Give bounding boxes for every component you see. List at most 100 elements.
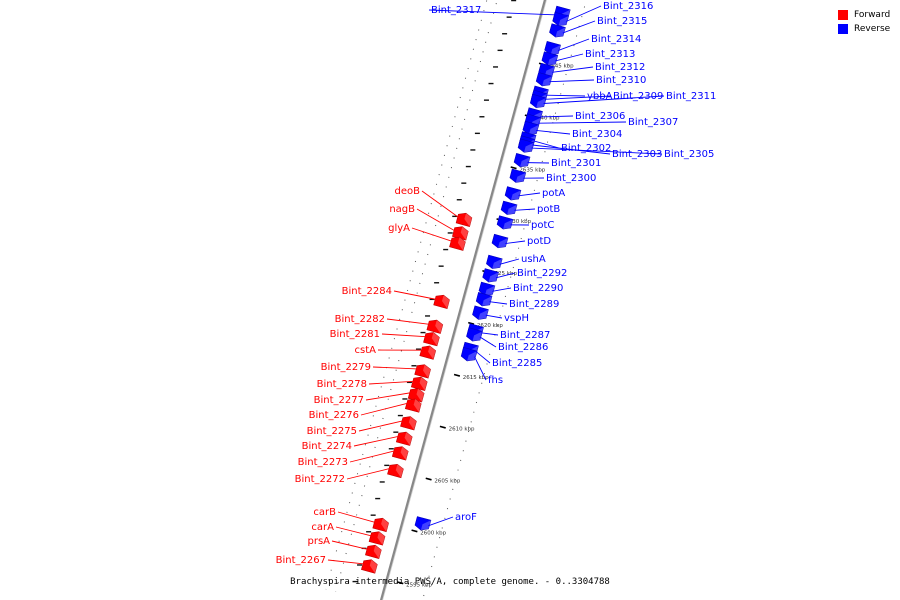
gene-label-Bint_2282[interactable]: Bint_2282 — [335, 314, 385, 325]
gene-feature-shade — [550, 45, 561, 55]
gene-feature-nagB[interactable] — [452, 226, 469, 241]
gene-label-Bint_2277[interactable]: Bint_2277 — [314, 395, 364, 406]
gene-feature-Bint_2277[interactable] — [407, 388, 425, 403]
gene-feature-Bint_2301[interactable] — [513, 153, 531, 168]
gene-label-fhs[interactable]: fhs — [488, 375, 503, 386]
gene-label-Bint_2276[interactable]: Bint_2276 — [309, 410, 359, 421]
gene-feature-cstA[interactable] — [419, 345, 437, 360]
label-leader — [531, 147, 663, 155]
backbone-highlight — [381, 0, 547, 600]
gene-label-deoB[interactable]: deoB — [395, 186, 421, 197]
gene-feature-Bint_2284[interactable] — [433, 294, 450, 309]
label-leader — [416, 208, 456, 232]
gene-label-ybbA[interactable]: ybbA — [587, 91, 613, 102]
gene-label-Bint_2273[interactable]: Bint_2273 — [298, 457, 348, 468]
gene-label-Bint_2307[interactable]: Bint_2307 — [628, 117, 678, 128]
gene-feature-Bint_2315[interactable] — [549, 23, 566, 38]
gene-label-ushA[interactable]: ushA — [521, 254, 546, 265]
gene-feature-potA[interactable] — [504, 186, 522, 201]
kbp-tick-label: 2615 kbp — [463, 375, 489, 381]
gene-feature-Bint_2278[interactable] — [410, 376, 428, 391]
gene-label-Bint_2316[interactable]: Bint_2316 — [603, 1, 653, 12]
gene-label-potA[interactable]: potA — [542, 188, 565, 199]
gene-label-cstA[interactable]: cstA — [355, 345, 377, 356]
gene-feature-Bint_2282[interactable] — [426, 319, 444, 334]
gene-feature-carB[interactable] — [372, 517, 389, 533]
gene-label-Bint_2300[interactable]: Bint_2300 — [546, 173, 596, 184]
gene-feature-Bint_2272[interactable] — [387, 463, 404, 479]
gene-feature-shade — [460, 226, 469, 241]
gene-label-Bint_2289[interactable]: Bint_2289 — [509, 299, 559, 310]
gene-label-Bint_2287[interactable]: Bint_2287 — [500, 330, 550, 341]
label-leader — [555, 53, 584, 62]
gene-feature-Bint_2275[interactable] — [400, 416, 417, 431]
gene-features — [361, 5, 571, 574]
gene-label-Bint_2281[interactable]: Bint_2281 — [330, 329, 380, 340]
gene-label-Bint_2314[interactable]: Bint_2314 — [591, 34, 641, 45]
gene-label-vspH[interactable]: vspH — [504, 313, 529, 324]
gene-label-carB[interactable]: carB — [313, 507, 336, 518]
gene-feature-carA[interactable] — [368, 531, 386, 546]
gene-feature-potD[interactable] — [491, 233, 509, 249]
gene-label-Bint_2278[interactable]: Bint_2278 — [317, 379, 367, 390]
gene-label-glyA[interactable]: glyA — [388, 223, 410, 234]
gene-feature-Bint_2267[interactable] — [361, 559, 378, 574]
gene-label-nagB[interactable]: nagB — [389, 204, 415, 215]
gene-label-Bint_2312[interactable]: Bint_2312 — [595, 62, 645, 73]
gene-label-Bint_2284[interactable]: Bint_2284 — [342, 286, 392, 297]
gene-label-Bint_2310[interactable]: Bint_2310 — [596, 75, 646, 86]
gene-feature-deoB[interactable] — [455, 212, 473, 227]
gene-label-Bint_2306[interactable]: Bint_2306 — [575, 111, 625, 122]
gene-feature-prsA[interactable] — [365, 544, 382, 559]
label-leaders — [327, 5, 665, 565]
gene-label-aroF[interactable]: aroF — [455, 512, 477, 523]
gene-label-Bint_2292[interactable]: Bint_2292 — [517, 268, 567, 279]
gene-label-Bint_2272[interactable]: Bint_2272 — [295, 474, 345, 485]
gene-feature-Bint_2289[interactable] — [475, 292, 493, 307]
gene-feature-shade — [503, 219, 513, 230]
gene-feature-Bint_2305[interactable] — [517, 138, 535, 153]
gene-feature-Bint_2279[interactable] — [414, 364, 431, 379]
gene-label-carA[interactable]: carA — [311, 522, 334, 533]
gene-feature-potC[interactable] — [496, 215, 514, 230]
gene-label-potC[interactable]: potC — [531, 220, 554, 231]
gene-feature-vspH[interactable] — [472, 305, 489, 320]
gene-label-Bint_2309[interactable]: Bint_2309 — [613, 91, 663, 102]
gene-label-potD[interactable]: potD — [527, 236, 551, 247]
gene-feature-shade — [423, 364, 431, 379]
gene-label-Bint_2317[interactable]: Bint_2317 — [431, 5, 481, 16]
gene-feature-glyA[interactable] — [449, 236, 466, 251]
gene-label-Bint_2285[interactable]: Bint_2285 — [492, 358, 542, 369]
gene-feature-Bint_2274[interactable] — [395, 431, 413, 446]
gene-label-Bint_2267[interactable]: Bint_2267 — [276, 555, 326, 566]
gene-feature-Bint_2273[interactable] — [391, 446, 409, 461]
gene-label-Bint_2303[interactable]: Bint_2303 — [612, 149, 662, 160]
gene-feature-Bint_2313[interactable] — [541, 51, 559, 66]
gene-label-prsA[interactable]: prsA — [307, 536, 330, 547]
gene-feature-potB[interactable] — [500, 200, 518, 215]
gene-feature-Bint_2281[interactable] — [423, 332, 440, 347]
gene-label-Bint_2286[interactable]: Bint_2286 — [498, 342, 548, 353]
gene-label-Bint_2290[interactable]: Bint_2290 — [513, 283, 563, 294]
gene-label-Bint_2275[interactable]: Bint_2275 — [307, 426, 357, 437]
gene-feature-shade — [416, 388, 425, 402]
gene-label-Bint_2311[interactable]: Bint_2311 — [666, 91, 716, 102]
gene-label-Bint_2313[interactable]: Bint_2313 — [585, 49, 635, 60]
gene-feature-Bint_2310[interactable] — [535, 72, 553, 87]
gene-label-Bint_2301[interactable]: Bint_2301 — [551, 158, 601, 169]
gene-feature-ushA[interactable] — [486, 254, 503, 269]
gene-label-Bint_2304[interactable]: Bint_2304 — [572, 129, 622, 140]
gene-feature-Bint_2276[interactable] — [404, 398, 422, 413]
gene-label-Bint_2274[interactable]: Bint_2274 — [302, 441, 352, 452]
gene-feature-aroF[interactable] — [414, 516, 432, 531]
gene-label-Bint_2305[interactable]: Bint_2305 — [664, 149, 714, 160]
gene-label-Bint_2302[interactable]: Bint_2302 — [561, 143, 611, 154]
gene-label-Bint_2279[interactable]: Bint_2279 — [321, 362, 371, 373]
gene-feature-Bint_2311[interactable] — [529, 93, 547, 109]
gene-feature-Bint_2292[interactable] — [482, 268, 499, 283]
gene-feature-Bint_2316[interactable] — [552, 11, 569, 27]
gene-feature-Bint_2300[interactable] — [509, 168, 527, 183]
gene-label-potB[interactable]: potB — [537, 204, 560, 215]
gene-label-Bint_2315[interactable]: Bint_2315 — [597, 16, 647, 27]
gene-feature-Bint_2286[interactable] — [466, 327, 483, 342]
